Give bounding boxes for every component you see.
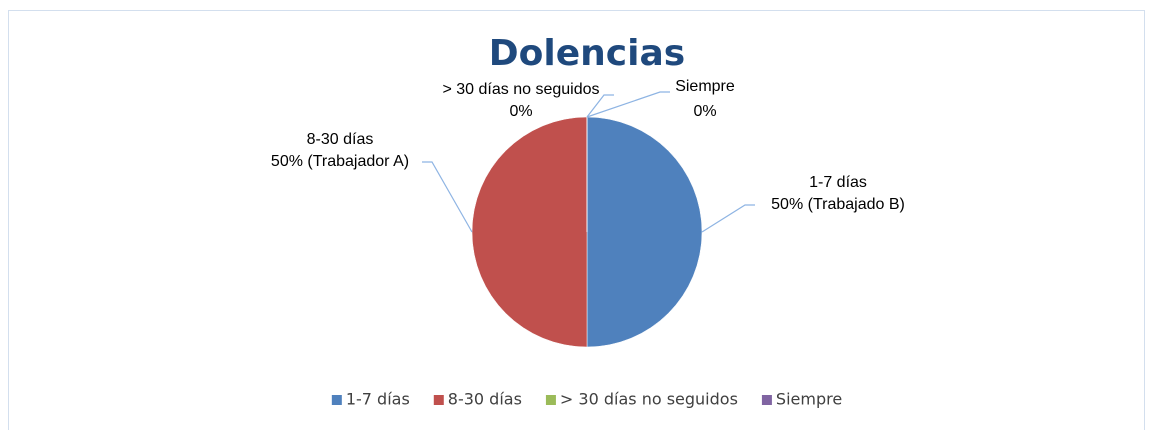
data-label-name: > 30 días no seguidos [442,81,599,98]
data-label-name: Siempre [675,78,735,95]
legend-swatch [433,395,444,405]
pie-slice [586,116,703,348]
data-label-value: 0% [509,103,532,120]
data-label-value: 0% [693,103,716,120]
leader-line [586,94,614,118]
legend-label: 1-7 días [346,390,410,409]
legend-swatch [545,395,556,405]
chart-title: Dolencias [489,33,685,74]
leader-line [701,204,755,233]
legend-label: > 30 días no seguidos [560,390,738,409]
pie [471,116,703,348]
leader-line [586,91,670,118]
legend-swatch [331,395,342,405]
data-label-name: 8-30 días [307,131,374,148]
leader-line [422,161,473,233]
legend: 1-7 días 8-30 días > 30 días no seguidos Si… [331,390,842,409]
data-label-value: 50% (Trabajador A) [271,153,409,170]
pie-slice [471,116,588,348]
legend-label: 8-30 días [448,390,522,409]
data-label-value: 50% (Trabajado B) [771,196,905,213]
data-label-name: 1-7 días [809,174,867,191]
legend-swatch [761,395,772,405]
data-labels: 1-7 días 50% (Trabajado B) 8-30 días 50% (T… [271,78,905,233]
legend-label: Siempre [776,390,842,409]
